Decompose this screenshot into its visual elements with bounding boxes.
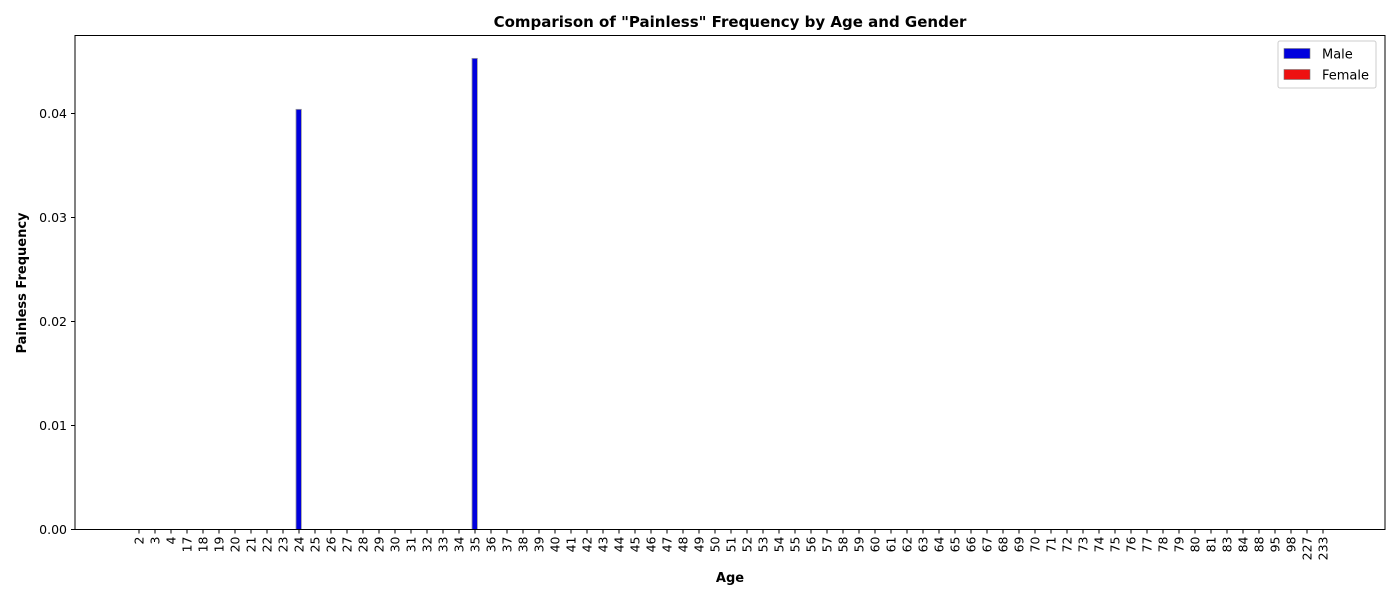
x-tick-label: 42 <box>580 537 595 553</box>
x-tick-label: 43 <box>596 537 611 553</box>
x-tick-label: 76 <box>1124 536 1139 552</box>
x-tick-label: 83 <box>1220 537 1235 553</box>
y-axis: 0.00 0.01 0.02 0.03 0.04 <box>39 106 75 537</box>
x-tick-label: 38 <box>516 536 531 552</box>
x-tick-label: 48 <box>676 536 691 552</box>
x-axis: 2 3 4 17 18 19 20 21 22 23 24 25 26 27 28 29 30 31 32 33 34 3… <box>132 530 1331 561</box>
x-tick-label: 45 <box>628 537 643 553</box>
x-tick-label: 227 <box>1300 537 1315 561</box>
x-tick-label: 66 <box>964 536 979 552</box>
x-tick-label: 72 <box>1060 537 1075 553</box>
x-tick-label: 63 <box>916 537 931 553</box>
x-tick-label: 29 <box>372 536 387 552</box>
x-tick-label: 52 <box>740 537 755 553</box>
x-tick-label: 39 <box>532 536 547 552</box>
legend-label-male: Male <box>1322 48 1353 63</box>
y-tick-label: 0.01 <box>39 418 67 433</box>
x-tick-label: 27 <box>340 537 355 553</box>
x-tick-label: 79 <box>1172 536 1187 552</box>
x-tick-label: 34 <box>452 536 467 552</box>
x-tick-label: 4 <box>164 536 179 544</box>
x-tick-label: 33 <box>436 537 451 553</box>
x-tick-label: 95 <box>1268 537 1283 553</box>
x-tick-label: 41 <box>564 537 579 553</box>
x-tick-label: 55 <box>788 537 803 553</box>
x-tick-label: 98 <box>1284 536 1299 552</box>
x-tick-label: 20 <box>228 536 243 552</box>
x-tick-label: 50 <box>708 536 723 552</box>
x-tick-label: 23 <box>276 537 291 553</box>
bar-male-age-24 <box>296 109 301 529</box>
bar-male-age-35 <box>472 58 477 529</box>
legend-label-female: Female <box>1322 69 1369 84</box>
x-tick-label: 58 <box>836 536 851 552</box>
x-tick-label: 35 <box>468 537 483 553</box>
x-tick-label: 37 <box>500 537 515 553</box>
x-tick-label: 31 <box>404 537 419 553</box>
x-tick-label: 67 <box>980 537 995 553</box>
x-tick-label: 17 <box>180 537 195 553</box>
x-tick-label: 64 <box>932 536 947 552</box>
chart-title: Comparison of "Painless" Frequency by Ag… <box>494 13 967 31</box>
x-tick-label: 46 <box>644 536 659 552</box>
x-tick-label: 25 <box>308 537 323 553</box>
x-tick-label: 36 <box>484 536 499 552</box>
x-tick-label: 78 <box>1156 536 1171 552</box>
x-tick-label: 22 <box>260 537 275 553</box>
x-tick-label: 73 <box>1076 537 1091 553</box>
x-tick-label: 69 <box>1012 536 1027 552</box>
x-tick-label: 77 <box>1140 537 1155 553</box>
x-axis-label: Age <box>716 571 744 586</box>
y-axis-label: Painless Frequency <box>15 212 30 354</box>
x-tick-label: 233 <box>1316 537 1331 561</box>
plot-area <box>296 58 477 529</box>
x-tick-label: 19 <box>212 536 227 552</box>
plot-frame <box>75 36 1385 530</box>
x-tick-label: 2 <box>132 537 147 545</box>
x-tick-label: 59 <box>852 536 867 552</box>
x-tick-label: 71 <box>1044 537 1059 553</box>
x-tick-label: 74 <box>1092 536 1107 552</box>
legend-swatch-male <box>1284 49 1310 59</box>
y-tick-label: 0.00 <box>39 522 67 537</box>
x-tick-label: 56 <box>804 536 819 552</box>
x-tick-label: 53 <box>756 537 771 553</box>
x-tick-label: 40 <box>548 536 563 552</box>
x-tick-label: 75 <box>1108 537 1123 553</box>
x-tick-label: 81 <box>1204 537 1219 553</box>
x-tick-label: 26 <box>324 536 339 552</box>
x-tick-label: 84 <box>1236 536 1251 552</box>
x-tick-label: 61 <box>884 537 899 553</box>
x-tick-label: 28 <box>356 536 371 552</box>
x-tick-label: 21 <box>244 537 259 553</box>
x-tick-label: 3 <box>148 537 163 545</box>
x-tick-label: 54 <box>772 536 787 552</box>
x-tick-label: 65 <box>948 537 963 553</box>
x-tick-label: 51 <box>724 537 739 553</box>
x-tick-label: 32 <box>420 537 435 553</box>
legend-swatch-female <box>1284 70 1310 80</box>
y-tick-label: 0.04 <box>39 106 67 121</box>
x-tick-label: 80 <box>1188 536 1203 552</box>
legend: Male Female <box>1278 41 1376 88</box>
y-tick-label: 0.02 <box>39 314 67 329</box>
x-tick-label: 68 <box>996 536 1011 552</box>
x-tick-label: 49 <box>692 536 707 552</box>
x-tick-label: 44 <box>612 536 627 552</box>
x-tick-label: 30 <box>388 536 403 552</box>
x-tick-label: 47 <box>660 537 675 553</box>
x-tick-label: 88 <box>1252 536 1267 552</box>
x-tick-label: 18 <box>196 536 211 552</box>
x-tick-label: 60 <box>868 536 883 552</box>
x-tick-label: 24 <box>292 536 307 552</box>
x-tick-label: 62 <box>900 537 915 553</box>
x-tick-label: 70 <box>1028 536 1043 552</box>
y-tick-label: 0.03 <box>39 210 67 225</box>
x-tick-label: 57 <box>820 537 835 553</box>
